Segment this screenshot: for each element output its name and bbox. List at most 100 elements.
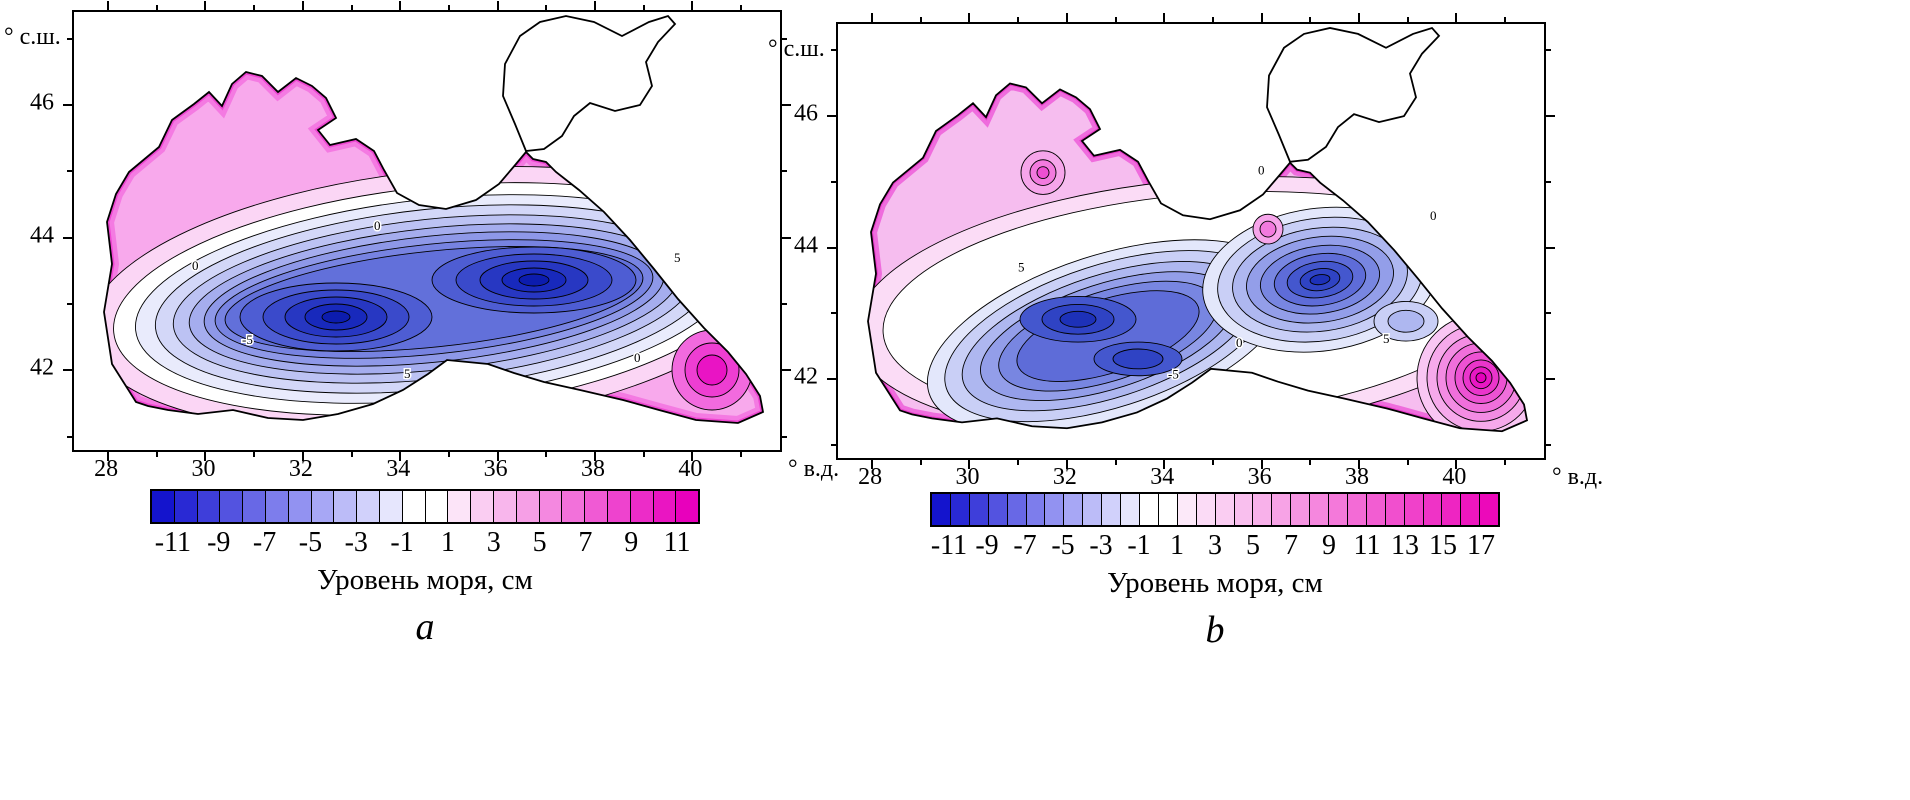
colorbar-cell: [932, 494, 950, 525]
colorbar-cell: [1479, 494, 1499, 525]
axis-tick: [350, 5, 353, 10]
contour-labels-a: 0 -5 5 0 5 0: [191, 217, 683, 383]
east-gyre-core-a: [431, 246, 637, 314]
axis-tick: [399, 452, 402, 461]
axis-tick: [593, 452, 596, 461]
axis-tick: [447, 452, 450, 457]
axis-tick: [831, 312, 836, 315]
colorbar-label: 7: [1284, 530, 1298, 561]
colorbar-cell: [424, 491, 448, 522]
plot-area-b: 0 -5 0 5 0 5: [827, 13, 1555, 469]
coastline-b: [867, 82, 1529, 433]
colorbar-b: [930, 492, 1500, 527]
colorbar-cell: [606, 491, 630, 522]
axis-tick: [1546, 312, 1551, 315]
axis-tick: [1406, 17, 1409, 22]
colorbar-cell: [1195, 494, 1215, 525]
axis-tick: [67, 170, 72, 173]
axis-tick: [782, 236, 791, 239]
colorbar-label: -11: [930, 530, 968, 561]
axis-tick: [968, 460, 971, 469]
y-axis-label-b: ° с.ш.: [768, 36, 825, 62]
y-tick-labels-b: 46 44 42: [764, 22, 826, 456]
colorbar-cell: [987, 494, 1007, 525]
axis-tick: [827, 246, 836, 249]
axis-tick: [1114, 17, 1117, 22]
colorbar-cell: [492, 491, 516, 522]
axis-tick: [831, 443, 836, 446]
shelf-eddies-a: [328, 84, 417, 113]
colorbar-label: -7: [1013, 530, 1037, 561]
axis-tick: [253, 452, 256, 457]
colorbar-label: -5: [1051, 530, 1075, 561]
colorbar-label: 17: [1467, 530, 1495, 561]
x-tick-label: 34: [1150, 464, 1175, 490]
colorbar-cell: [152, 491, 174, 522]
axis-tick: [1504, 460, 1507, 465]
x-tick-label: 28: [858, 464, 883, 490]
axis-tick: [1260, 460, 1263, 469]
colorbar-caption-b: Уровень моря, см: [1107, 567, 1323, 599]
axis-tick: [1114, 460, 1117, 465]
colorbar-cell: [949, 494, 969, 525]
x-axis-label-b: ° в.д.: [1552, 464, 1604, 490]
colorbar-label: 9: [1322, 530, 1336, 561]
west-gyre-core-a: [239, 282, 433, 352]
colorbar-label: -1: [390, 527, 414, 558]
panel-a: ° с.ш. 46 44 42: [0, 0, 839, 800]
colorbar-cell: [1006, 494, 1026, 525]
axis-tick: [1546, 180, 1551, 183]
axis-tick: [1065, 460, 1068, 469]
x-tick-label: 38: [1344, 464, 1369, 490]
colorbar-label: -3: [1089, 530, 1113, 561]
axis-tick: [1455, 460, 1458, 469]
axis-tick: [831, 49, 836, 52]
colorbar-cell: [1290, 494, 1310, 525]
axis-tick: [1163, 13, 1166, 22]
colorbar-cell: [1422, 494, 1442, 525]
x-tick-label: 40: [678, 456, 703, 482]
axis-tick: [1017, 460, 1020, 465]
colorbar-caption-a: Уровень моря, см: [317, 564, 533, 596]
colorbar-cell: [1460, 494, 1480, 525]
y-tick-label: 42: [30, 354, 54, 381]
axis-tick: [919, 460, 922, 465]
axis-tick: [107, 452, 110, 461]
x-tick-labels-b: 28 30 32 34 36 38 40: [836, 464, 1542, 496]
axis-tick: [782, 369, 791, 372]
axis-tick: [155, 452, 158, 457]
axis-tick: [1163, 460, 1166, 469]
colorbar-cell: [470, 491, 493, 522]
colorbar-cell: [447, 491, 471, 522]
small-blue-cell-b: [1373, 300, 1439, 342]
y-tick-label: 46: [794, 100, 818, 127]
y-tick-label: 44: [30, 222, 54, 249]
colorbar-cell: [1384, 494, 1404, 525]
colorbar-label: -7: [252, 527, 277, 558]
contour-value-label: 0: [1430, 208, 1436, 223]
colorbar-cell: [1328, 494, 1347, 525]
azov-sea-outline-a: [502, 14, 677, 152]
colorbar-label: -5: [298, 527, 323, 558]
colorbar-cell: [1403, 494, 1423, 525]
axis-tick: [827, 115, 836, 118]
x-tick-label: 28: [94, 456, 119, 482]
x-tick-label: 40: [1442, 464, 1467, 490]
colorbar-cell: [1346, 494, 1366, 525]
colorbar-cell: [1082, 494, 1102, 525]
axis-tick: [1546, 443, 1551, 446]
west-cell-cores-b: [1019, 296, 1183, 377]
colorbar-cell: [1138, 494, 1158, 525]
x-tick-label: 32: [1052, 464, 1077, 490]
colorbar-cell: [1252, 494, 1272, 525]
axis-tick: [642, 452, 645, 457]
contour-value-label: 5: [1018, 260, 1024, 275]
contour-value-label: 0: [1236, 335, 1242, 350]
colorbar-cell: [219, 491, 243, 522]
axis-tick: [1065, 13, 1068, 22]
axis-tick: [740, 5, 743, 10]
colorbar-labels-a: -11 -9 -7 -5 -3 -1 1 3 5 7 9 11: [150, 527, 700, 561]
colorbar-label: 5: [1246, 530, 1260, 561]
colorbar-cell: [1044, 494, 1064, 525]
axis-tick: [1211, 460, 1214, 465]
